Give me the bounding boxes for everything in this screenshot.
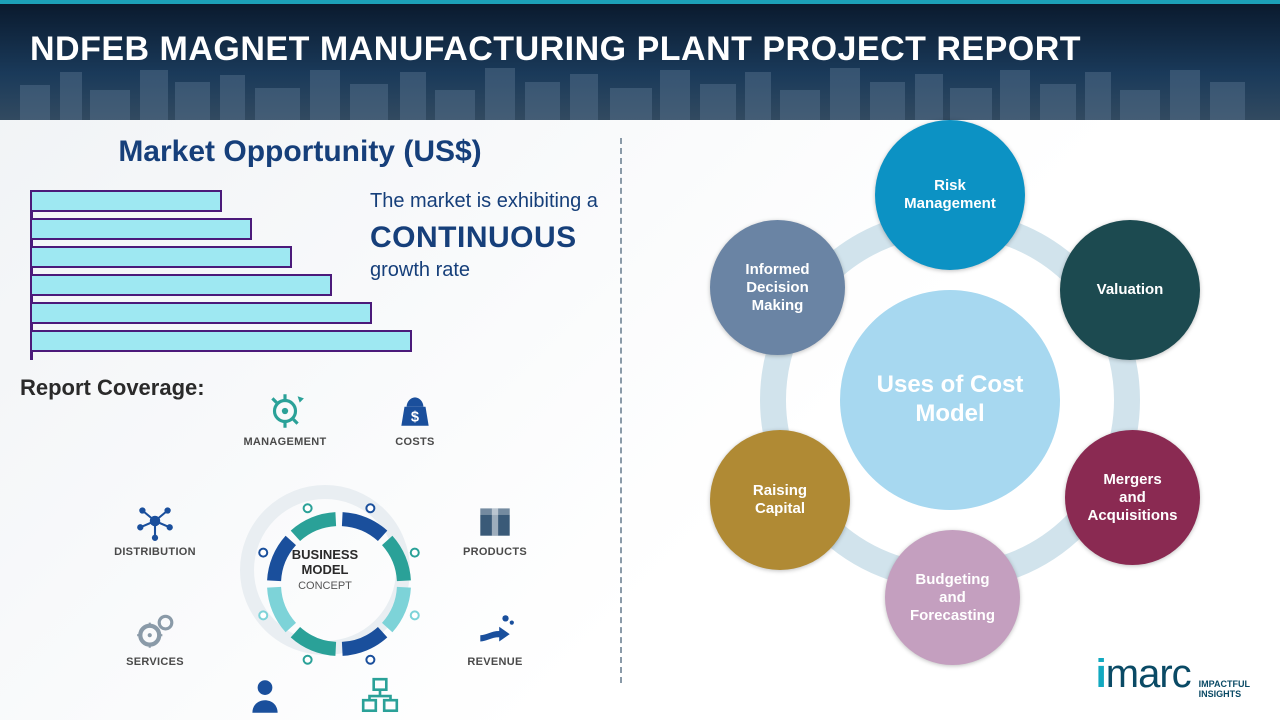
customers-icon: [244, 675, 286, 717]
bm-item-label: SERVICES: [100, 656, 210, 668]
bm-item-costs: $ COSTS: [360, 390, 470, 448]
node-label: BudgetingandForecasting: [910, 571, 995, 625]
node-label: InformedDecisionMaking: [745, 261, 809, 315]
market-bar-chart: [20, 190, 420, 360]
market-opportunity-title: Market Opportunity (US$): [20, 135, 580, 169]
bm-item-label: MANAGEMENT: [230, 436, 340, 448]
chart-bar: [32, 330, 412, 352]
body: Market Opportunity (US$) The market is e…: [0, 120, 1280, 720]
bm-item-customers: CUSTOMERS: [210, 675, 320, 720]
growth-statement: The market is exhibiting a CONTINUOUS gr…: [370, 190, 620, 282]
bm-item-management: MANAGEMENT: [230, 390, 340, 448]
growth-line1: The market is exhibiting a: [370, 190, 620, 213]
node-label: MergersandAcquisitions: [1087, 471, 1177, 525]
chart-bar: [32, 190, 222, 212]
growth-line2: CONTINUOUS: [370, 221, 620, 255]
segmented-ring-icon: [254, 499, 424, 669]
bm-item-competencies: COMPETENCIES: [325, 675, 435, 720]
chart-bar: [32, 274, 332, 296]
cost-model-node: Valuation: [1060, 220, 1200, 360]
node-label: RaisingCapital: [753, 482, 807, 518]
page-title: NDFEB MAGNET MANUFACTURING PLANT PROJECT…: [30, 30, 1081, 69]
left-column: Market Opportunity (US$) The market is e…: [20, 135, 600, 705]
bm-item-products: PRODUCTS: [440, 500, 550, 558]
bm-item-label: DISTRIBUTION: [100, 546, 210, 558]
bm-item-label: PRODUCTS: [440, 546, 550, 558]
bm-item-services: SERVICES: [100, 610, 210, 668]
cost-model-node: BudgetingandForecasting: [885, 530, 1020, 665]
business-model-diagram: BUSINESS MODEL CONCEPT MANAGEMENT$COSTSP…: [60, 415, 580, 715]
report-coverage-label: Report Coverage:: [20, 375, 205, 401]
cost-model-node: MergersandAcquisitions: [1065, 430, 1200, 565]
bm-item-label: REVENUE: [440, 656, 550, 668]
growth-line3: growth rate: [370, 259, 620, 282]
bm-item-label: COSTS: [360, 436, 470, 448]
page: NDFEB MAGNET MANUFACTURING PLANT PROJECT…: [0, 0, 1280, 720]
logo-wordmark: imarc: [1096, 652, 1191, 697]
bm-item-distribution: DISTRIBUTION: [100, 500, 210, 558]
chart-bar: [32, 218, 252, 240]
skyline-silhouette: [0, 65, 1280, 120]
right-column: Uses of Cost Model RiskManagement Valuati…: [640, 130, 1260, 690]
node-label: Valuation: [1097, 281, 1164, 299]
products-icon: [474, 500, 516, 542]
business-model-center: BUSINESS MODEL CONCEPT: [240, 485, 410, 655]
hub-label: Uses of Cost Model: [840, 371, 1060, 429]
logo-tagline-2: INSIGHTS: [1199, 690, 1250, 700]
header-banner: NDFEB MAGNET MANUFACTURING PLANT PROJECT…: [0, 0, 1280, 120]
management-icon: [264, 390, 306, 432]
cost-model-node: RaisingCapital: [710, 430, 850, 570]
distribution-icon: [134, 500, 176, 542]
bm-item-revenue: REVENUE: [440, 610, 550, 668]
costs-icon: $: [394, 390, 436, 432]
chart-bar: [32, 302, 372, 324]
cost-model-node: RiskManagement: [875, 120, 1025, 270]
competencies-icon: [359, 675, 401, 717]
svg-text:$: $: [411, 410, 419, 426]
revenue-icon: [474, 610, 516, 652]
cost-model-hub: Uses of Cost Model: [840, 290, 1060, 510]
chart-bar: [32, 246, 292, 268]
brand-logo: imarc IMPACTFUL INSIGHTS: [1096, 652, 1250, 700]
vertical-divider: [620, 138, 622, 683]
node-label: RiskManagement: [904, 177, 996, 213]
services-icon: [134, 610, 176, 652]
cost-model-node: InformedDecisionMaking: [710, 220, 845, 355]
